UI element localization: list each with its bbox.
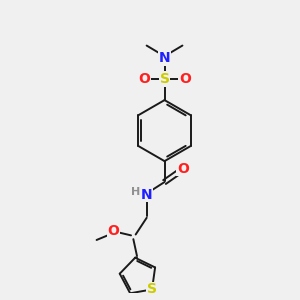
Text: N: N: [141, 188, 152, 202]
Text: O: O: [179, 72, 191, 86]
Text: S: S: [160, 72, 170, 86]
Text: N: N: [159, 51, 170, 65]
Text: O: O: [107, 224, 119, 239]
Text: O: O: [177, 162, 189, 176]
Text: O: O: [138, 72, 150, 86]
Text: H: H: [131, 187, 140, 196]
Text: S: S: [147, 282, 157, 296]
